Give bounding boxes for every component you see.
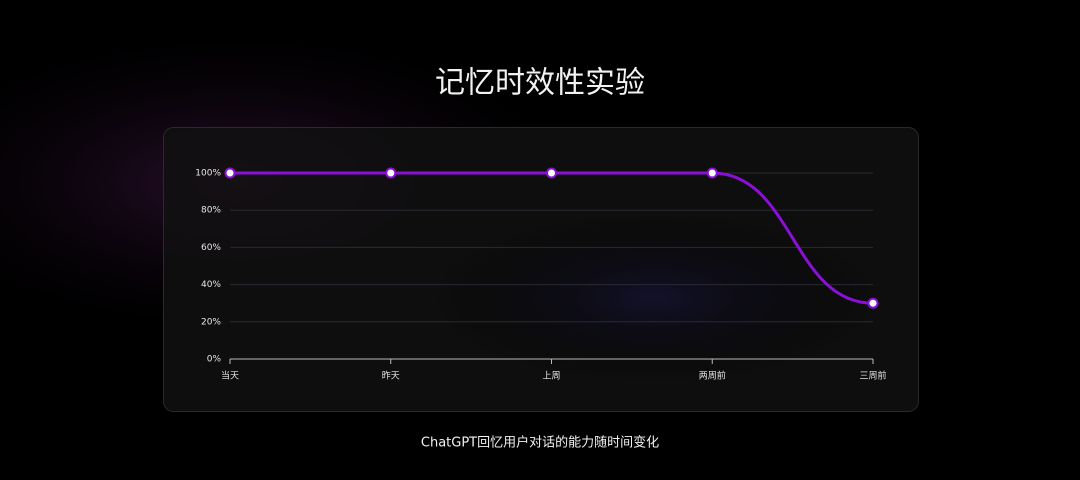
data-point: [224, 167, 236, 179]
x-tick-label: 昨天: [382, 370, 400, 382]
y-tick-label: 20%: [201, 317, 221, 327]
data-point: [546, 167, 557, 179]
chart-title: 记忆时效性实验: [435, 66, 645, 101]
data-line: [230, 171, 874, 305]
y-tick-label: 40%: [201, 280, 221, 290]
x-tick-label: 三周前: [859, 370, 886, 382]
data-point: [706, 167, 718, 179]
y-tick-label: 80%: [201, 206, 221, 216]
x-tick-label: 两周前: [699, 370, 726, 382]
x-tick-label: 上周: [542, 371, 560, 382]
y-tick-label: 0%: [207, 355, 222, 365]
y-tick-label: 60%: [201, 243, 221, 253]
y-tick-label: 100%: [195, 169, 221, 179]
data-point: [867, 297, 879, 309]
caption: ChatGPT回忆用户对话的能力随时间变化: [421, 435, 659, 451]
data-point: [385, 167, 397, 179]
panel-glow: [163, 127, 919, 412]
x-tick-label: 当天: [221, 370, 239, 382]
